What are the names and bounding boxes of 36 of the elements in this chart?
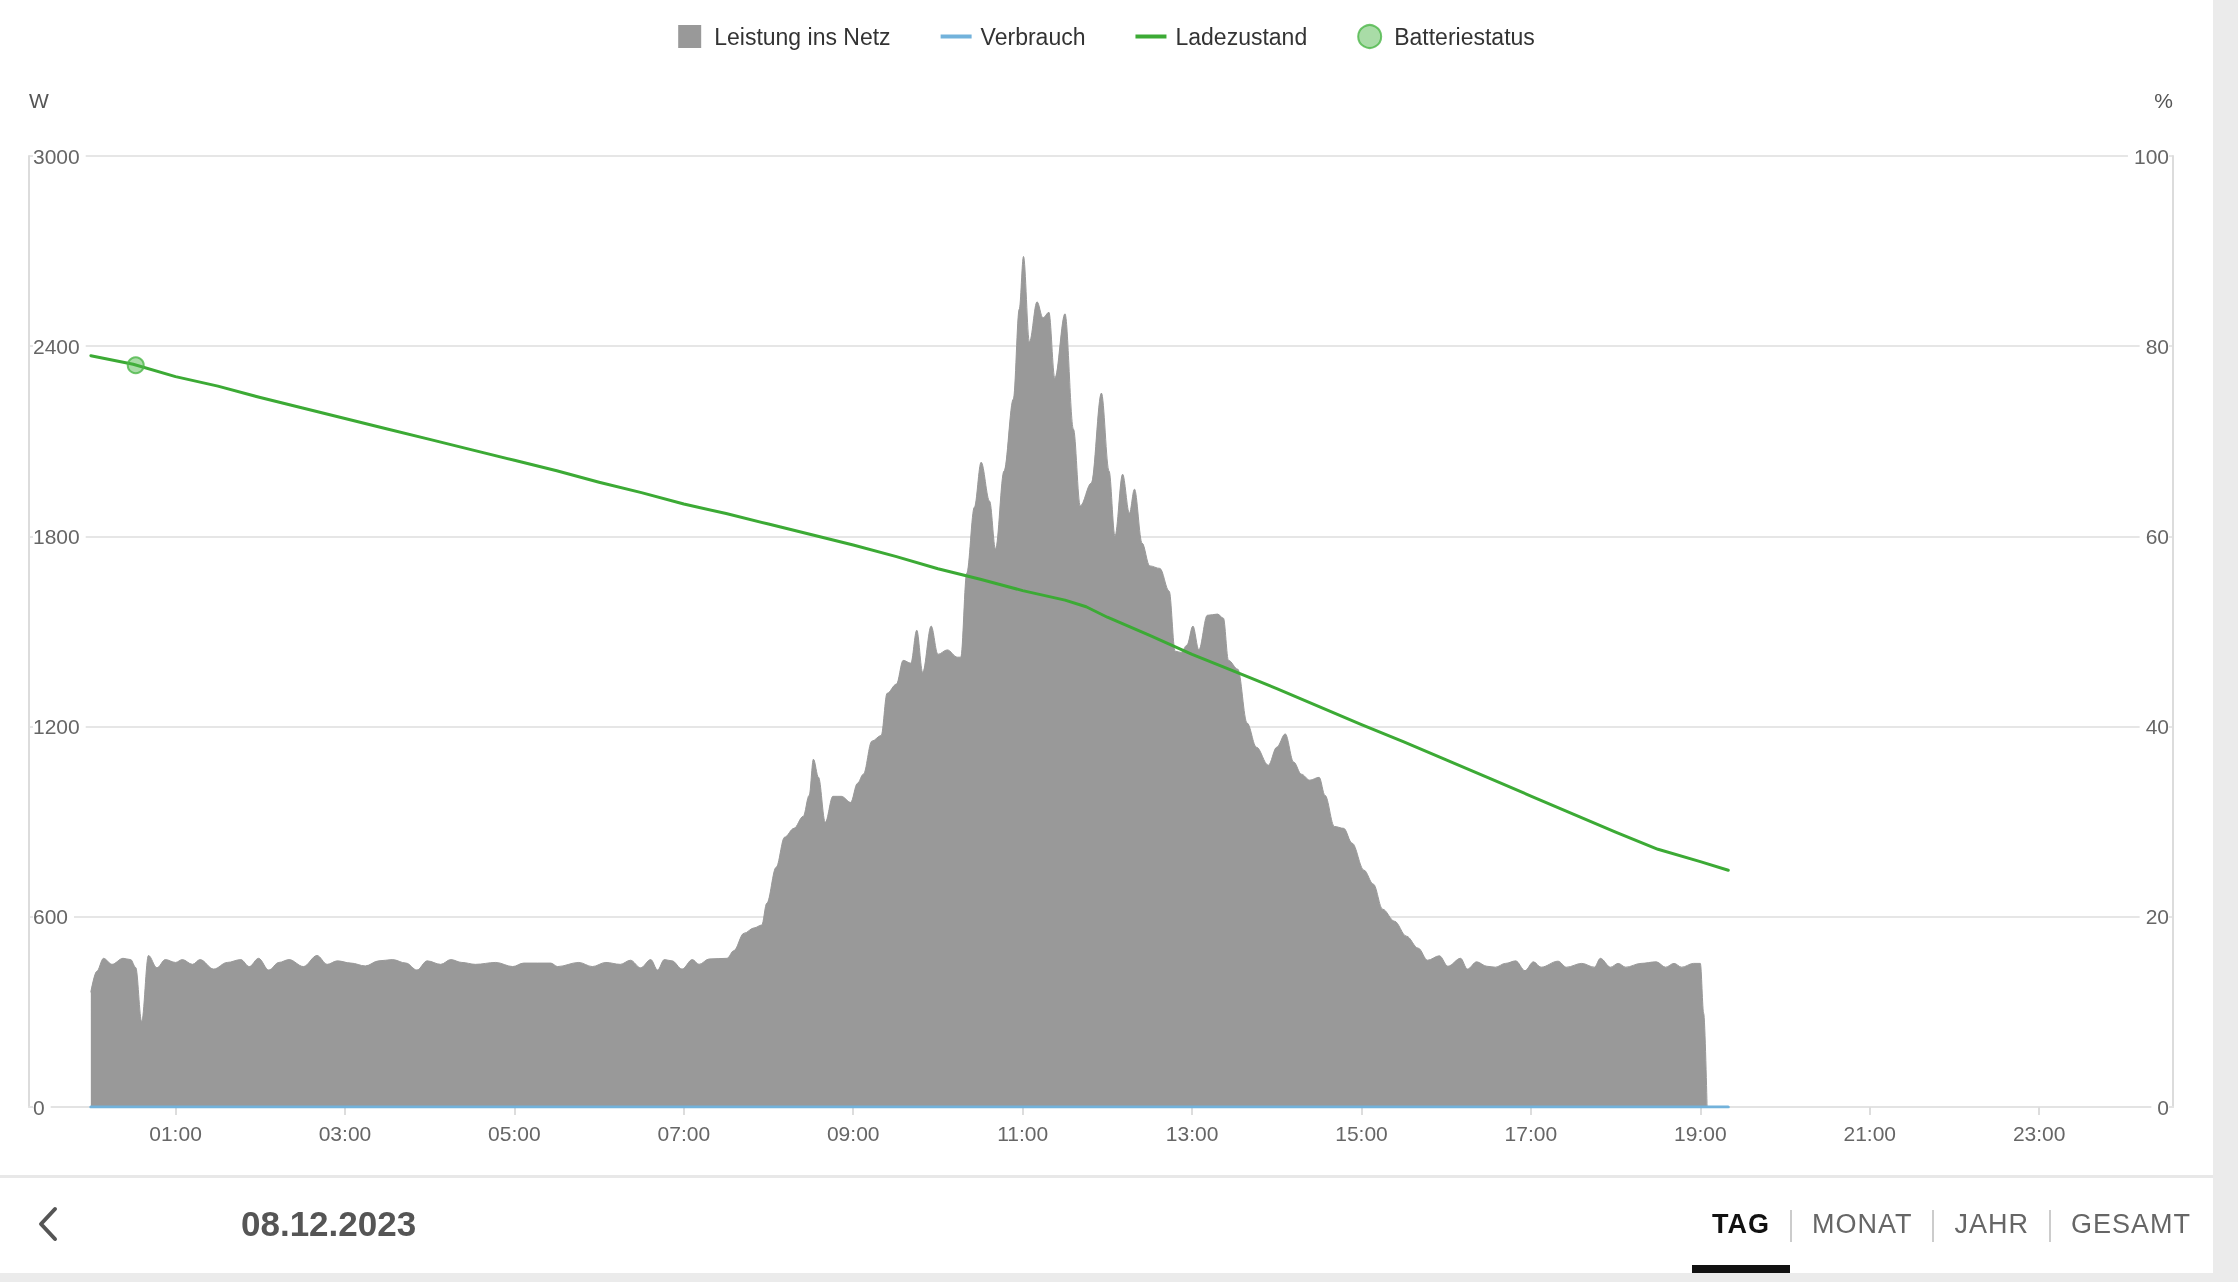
line-series (89, 354, 1730, 872)
x-tick-label: 17:00 (1504, 1122, 1558, 1145)
text: MONAT (1810, 1208, 1914, 1241)
legend-label: Batteriestatus (1394, 23, 1535, 50)
y-tick-label: 3000 (33, 144, 80, 168)
legend-label: Verbrauch (980, 23, 1086, 50)
y-tick-label: 600 (33, 905, 69, 929)
y2-axis-title: % (2154, 89, 2174, 112)
y-tick-label: 1200 (33, 715, 80, 739)
x-tick-label: 15:00 (1335, 1122, 1388, 1145)
y2-tick-label: 0 (2157, 1095, 2169, 1119)
y-tick-label: 1800 (33, 524, 80, 548)
y2-tick-label: 60 (2145, 524, 2169, 548)
x-tick-label: 03:00 (318, 1122, 372, 1145)
x-tick-label: 23:00 (2012, 1122, 2066, 1145)
text: TAG (1710, 1208, 1771, 1241)
y2-tick-label: 40 (2145, 715, 2169, 739)
x-tick-label: 21:00 (1843, 1122, 1897, 1145)
y-axis-title: W (29, 89, 49, 112)
x-tick-label: 19:00 (1674, 1122, 1727, 1145)
text: 08.12.2023 (241, 1203, 417, 1245)
x-tick-label: 09:00 (826, 1122, 880, 1145)
y2-tick-label: 100 (2133, 144, 2169, 168)
y2-tick-label: 80 (2145, 334, 2169, 358)
text: JAHR (1953, 1208, 2030, 1241)
text: GESAMT (2070, 1208, 2192, 1241)
x-tick-label: 13:00 (1165, 1122, 1219, 1145)
x-tick-label: 01:00 (149, 1122, 202, 1145)
legend-label: Leistung ins Netz (714, 23, 891, 50)
y-tick-label: 0 (33, 1095, 45, 1119)
x-tick-label: 11:00 (997, 1122, 1049, 1145)
x-tick-label: 05:00 (488, 1122, 541, 1145)
y2-tick-label: 20 (2145, 905, 2169, 929)
y-tick-label: 2400 (33, 334, 80, 358)
legend-label: Ladezustand (1175, 23, 1308, 50)
x-tick-label: 07:00 (657, 1122, 711, 1145)
